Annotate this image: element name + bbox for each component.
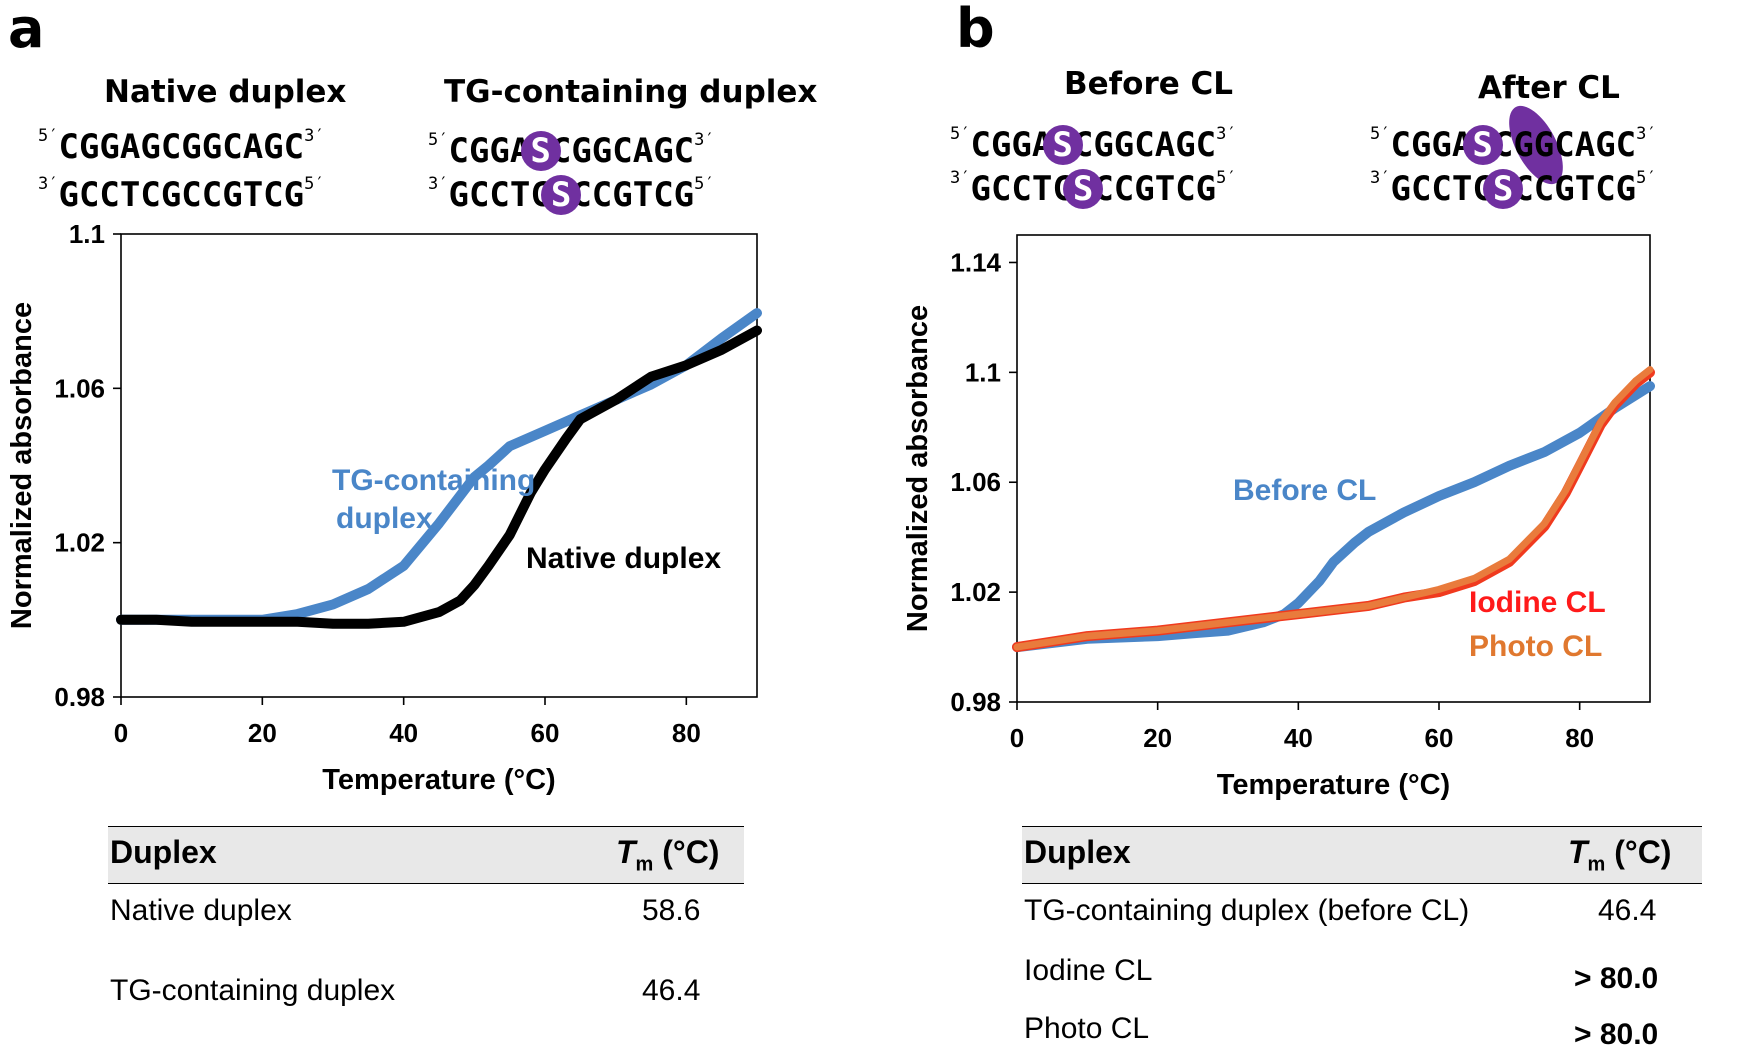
y-axis-label: Normalized absorbance [6,302,38,629]
x-tick-label: 60 [531,718,560,748]
after-cl-title: After CL [1478,70,1620,106]
thioguanine-s-icon: S [1042,125,1084,165]
table-row-value: > 80.0 [1574,962,1659,995]
series-label: Before CL [1233,474,1376,507]
crosslinked-s-icon: S [1462,125,1504,165]
y-tick-label: 0.98 [54,682,105,712]
col-duplex-header: Duplex [1024,834,1131,870]
table-row-name: Iodine CL [1024,954,1153,987]
thioguanine-s-icon: S [520,131,562,171]
x-tick-label: 80 [1565,723,1594,753]
crosslinked-s-icon: S [1482,169,1524,209]
series-label: Iodine CL [1469,586,1606,619]
before-cl-bottom-strand: 3′GCCTCSCCGTCG5′ [950,168,1237,209]
before-cl-title: Before CL [1064,66,1234,102]
before-cl-top-strand: 5′CGGASCGGCAGC3′ [950,124,1237,165]
y-tick-label: 1.02 [950,577,1001,607]
table-row-value: 46.4 [642,974,701,1007]
x-tick-label: 20 [1143,723,1172,753]
x-axis-label: Temperature (°C) [1217,769,1450,801]
x-tick-label: 60 [1425,723,1454,753]
panel-letter-a: a [8,0,45,60]
x-tick-label: 0 [114,718,128,748]
thioguanine-s-icon: S [540,175,582,215]
table-row-value: 58.6 [642,894,701,927]
tm-table-a: Duplex Tm (°C) Native duplex 58.6 TG-con… [108,826,744,1026]
table-header [108,826,744,884]
series-label: TG-containing [332,464,535,497]
plot-frame [1016,234,1651,703]
native-top-strand: 5′CGGAGCGGCAGC3′ [38,126,325,167]
table-row-value: 46.4 [1598,894,1657,927]
table-row-value: > 80.0 [1574,1018,1659,1051]
table-row-name: TG-containing duplex [110,974,396,1007]
y-tick-label: 1.06 [54,373,105,403]
series-line-1 [1012,381,1655,653]
x-tick-label: 80 [672,718,701,748]
table-header [1022,826,1702,884]
x-axis-label: Temperature (°C) [322,764,555,796]
y-tick-label: 0.98 [950,687,1001,717]
y-tick-label: 1.1 [69,219,105,249]
col-tm-header: Tm (°C) [1568,834,1672,876]
tm-table-b: Duplex Tm (°C) TG-containing duplex (bef… [1022,826,1702,1054]
series-line-3 [1013,366,1654,651]
series-line-2 [116,325,762,629]
x-tick-label: 40 [389,718,418,748]
table-row-name: Native duplex [110,894,292,927]
panel-letter-b: b [956,0,995,60]
y-tick-label: 1.14 [950,247,1001,277]
col-tm-header: Tm (°C) [616,834,720,876]
thioguanine-s-icon: S [1062,169,1104,209]
x-tick-label: 20 [248,718,277,748]
x-tick-label: 40 [1284,723,1313,753]
after-cl-top-strand: 5′CGGASCGGCAGC3′ [1370,124,1657,165]
tg-bottom-strand: 3′GCCTCSCCGTCG5′ [428,174,715,215]
plot-frame [120,233,758,698]
native-duplex-title: Native duplex [104,74,347,110]
series-label: Native duplex [526,542,721,575]
y-axis-label: Normalized absorbance [902,305,934,632]
tg-top-strand: 5′CGGASCGGCAGC3′ [428,130,715,171]
y-tick-label: 1.1 [965,357,1001,387]
table-row-name: Photo CL [1024,1012,1150,1045]
after-cl-bottom-strand: 3′GCCTCSCCGTCG5′ [1370,168,1657,209]
y-tick-label: 1.06 [950,467,1001,497]
y-tick-label: 1.02 [54,528,105,558]
series-label: Photo CL [1469,630,1602,663]
col-duplex-header: Duplex [110,834,217,870]
table-row-name: TG-containing duplex (before CL) [1024,894,1470,927]
native-bottom-strand: 3′GCCTCGCCGTCG5′ [38,174,325,215]
x-tick-label: 0 [1010,723,1024,753]
tg-duplex-title: TG-containing duplex [444,74,818,110]
series-label: duplex [336,502,433,535]
